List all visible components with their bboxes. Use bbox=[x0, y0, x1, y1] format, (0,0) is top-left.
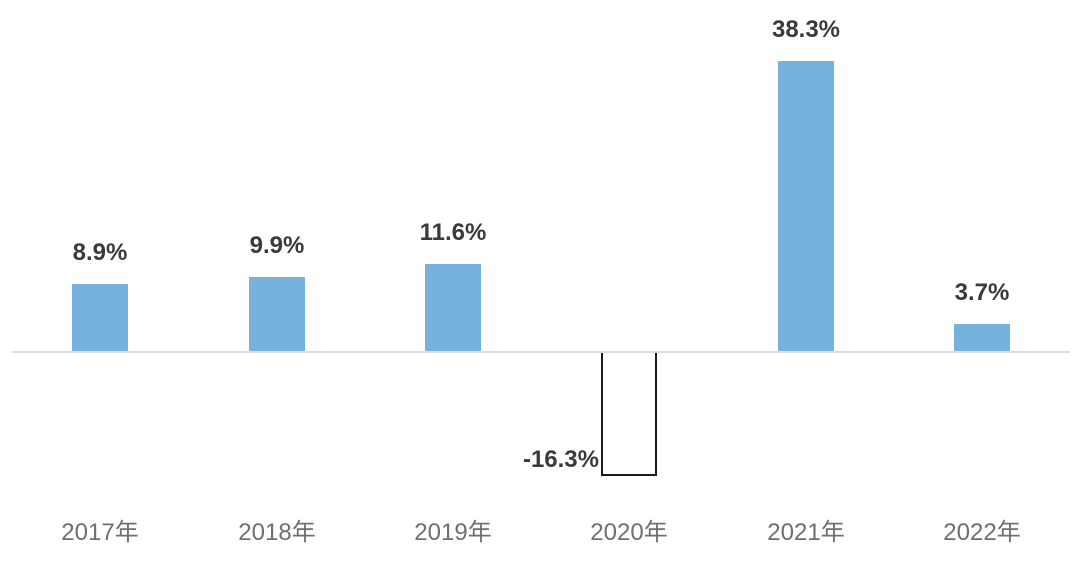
bar-2019年 bbox=[425, 264, 481, 352]
tick-label-2017年: 2017年 bbox=[61, 519, 139, 546]
x-axis-line bbox=[12, 351, 1070, 353]
data-label-2018年: 9.9% bbox=[249, 232, 305, 259]
data-label-2020年: -16.3% bbox=[522, 446, 599, 473]
data-label-2017年: 8.9% bbox=[72, 239, 128, 266]
data-label-2019年: 11.6% bbox=[419, 219, 487, 246]
bar-2018年 bbox=[249, 277, 305, 352]
bar-2020年 bbox=[601, 352, 657, 476]
data-label-2021年: 38.3% bbox=[771, 16, 841, 43]
tick-label-2022年: 2022年 bbox=[943, 519, 1021, 546]
data-label-2022年: 3.7% bbox=[954, 279, 1010, 306]
tick-label-2018年: 2018年 bbox=[238, 519, 316, 546]
bar-2021年 bbox=[778, 61, 834, 352]
tick-label-2019年: 2019年 bbox=[414, 519, 492, 546]
tick-label-2021年: 2021年 bbox=[767, 519, 845, 546]
bar-2017年 bbox=[72, 284, 128, 352]
tick-label-2020年: 2020年 bbox=[590, 519, 668, 546]
bar-2022年 bbox=[954, 324, 1010, 352]
